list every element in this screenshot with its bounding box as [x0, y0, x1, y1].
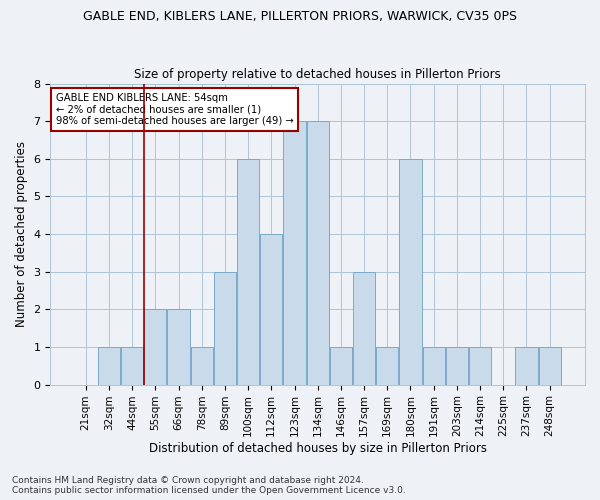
Bar — [191, 347, 213, 385]
Bar — [260, 234, 283, 384]
Bar — [469, 347, 491, 385]
Bar — [237, 159, 259, 384]
Bar — [539, 347, 561, 385]
Text: GABLE END KIBLERS LANE: 54sqm
← 2% of detached houses are smaller (1)
98% of sem: GABLE END KIBLERS LANE: 54sqm ← 2% of de… — [56, 92, 293, 126]
Bar — [400, 159, 422, 384]
Bar — [446, 347, 468, 385]
Bar — [307, 121, 329, 384]
Bar — [353, 272, 375, 384]
Text: Contains HM Land Registry data © Crown copyright and database right 2024.
Contai: Contains HM Land Registry data © Crown c… — [12, 476, 406, 495]
Bar — [144, 310, 166, 384]
Bar — [376, 347, 398, 385]
Bar — [515, 347, 538, 385]
Bar — [98, 347, 120, 385]
Bar — [167, 310, 190, 384]
Bar — [422, 347, 445, 385]
Bar — [121, 347, 143, 385]
Text: GABLE END, KIBLERS LANE, PILLERTON PRIORS, WARWICK, CV35 0PS: GABLE END, KIBLERS LANE, PILLERTON PRIOR… — [83, 10, 517, 23]
Y-axis label: Number of detached properties: Number of detached properties — [15, 141, 28, 327]
Bar — [283, 121, 305, 384]
X-axis label: Distribution of detached houses by size in Pillerton Priors: Distribution of detached houses by size … — [149, 442, 487, 455]
Bar — [214, 272, 236, 384]
Title: Size of property relative to detached houses in Pillerton Priors: Size of property relative to detached ho… — [134, 68, 501, 81]
Bar — [330, 347, 352, 385]
